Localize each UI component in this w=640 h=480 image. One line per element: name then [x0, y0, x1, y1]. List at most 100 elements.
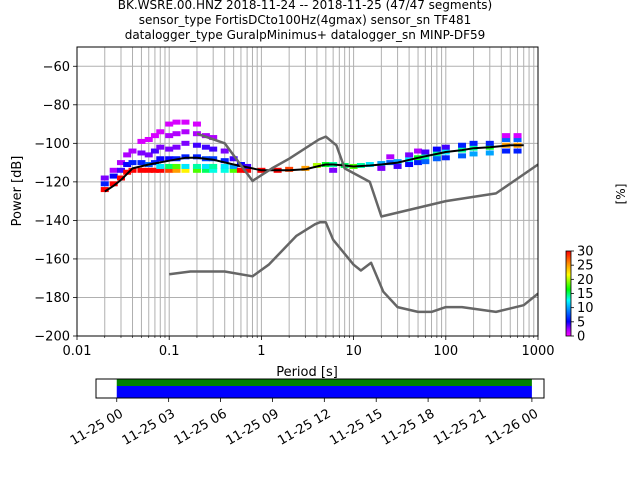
ppd-cell — [172, 131, 181, 137]
ppd-cell — [137, 167, 146, 173]
colorbar-tick-label: 5 — [577, 315, 585, 330]
ppd-cell — [469, 151, 478, 157]
ppd-cell — [421, 149, 430, 155]
ppd-cell — [209, 167, 218, 173]
ppd-cell — [192, 167, 201, 173]
ppd-cell — [109, 173, 118, 179]
ppd-cell — [469, 140, 478, 146]
colorbar-tick-label: 30 — [577, 245, 594, 260]
x-tick-label: 10 — [345, 344, 362, 359]
ppd-cell — [150, 133, 159, 139]
y-tick-label: −200 — [34, 330, 70, 345]
ppd-cell — [441, 155, 450, 161]
ppd-cell — [137, 150, 146, 156]
ppd-cell — [243, 167, 252, 173]
x-axis: 0.01 0.1 1 10 100 1000 — [63, 336, 555, 359]
ppd-cell — [329, 167, 338, 173]
ppd-cell — [137, 160, 146, 166]
chart-title-line-1: BK.WSRE.00.HNZ 2018-11-24 -- 2018-11-25 … — [117, 0, 493, 12]
ppd-cell — [150, 148, 159, 154]
chart-title-line-3: datalogger_type GuralpMinimus+ datalogge… — [124, 28, 486, 42]
ppd-cell — [181, 163, 190, 169]
ppd-cell — [502, 136, 511, 142]
ppd-cell — [116, 175, 125, 181]
coverage-bar-data — [116, 386, 532, 398]
series-line-nlnm — [169, 221, 538, 314]
colorbar-tick-label: 15 — [577, 287, 594, 302]
ppd-cell — [172, 144, 181, 150]
ppd-cell — [100, 187, 109, 193]
ppd-cell — [172, 163, 181, 169]
coverage-tick-label: 11-25 00 — [68, 406, 126, 448]
ppd-cell — [100, 181, 109, 187]
ppd-cell — [181, 119, 190, 125]
ppd-cell — [116, 160, 125, 166]
ppd-cell — [128, 148, 137, 154]
ppd-cell — [165, 163, 174, 169]
y-tick-label: −120 — [34, 175, 70, 190]
ppd-cell — [209, 146, 218, 152]
grid-lines — [76, 47, 538, 337]
ppd-cell — [513, 136, 522, 142]
ppd-cell — [172, 119, 181, 125]
ppd-cell — [220, 158, 229, 164]
y-tick-label: −180 — [34, 291, 70, 306]
ppd-cell — [192, 121, 201, 127]
ppd-cell — [405, 152, 414, 158]
series-line-nhnm — [196, 132, 538, 218]
colorbar-tick-label: 0 — [577, 330, 585, 345]
ppd-cell — [165, 121, 174, 127]
ppd-cell — [150, 167, 159, 173]
x-tick-label: 100 — [433, 344, 458, 359]
ppd-cell — [414, 148, 423, 154]
ppd-cell — [229, 156, 238, 162]
ppd-cell — [123, 152, 132, 158]
coverage-tick-label: 11-25 03 — [120, 406, 178, 448]
ppd-cell — [220, 148, 229, 154]
ppd-cell — [458, 142, 467, 148]
coverage-tick-label: 11-25 18 — [379, 406, 437, 448]
ppd-cell — [201, 163, 210, 169]
ppd-cell — [192, 142, 201, 148]
ppd-cell — [144, 136, 153, 142]
ppd-cell — [156, 156, 165, 162]
ppd-cell — [116, 167, 125, 173]
ppd-cell — [128, 160, 137, 166]
coverage-tick-label: 11-26 00 — [483, 406, 541, 448]
colorbar-tick-label: 25 — [577, 259, 594, 274]
ppd-cell — [181, 167, 190, 173]
ppd-cell — [165, 146, 174, 152]
ppd-cell — [165, 167, 174, 173]
ppd-cell — [220, 167, 229, 173]
x-tick-label: 1000 — [521, 344, 554, 359]
ppd-cell — [502, 148, 511, 154]
ppd-cell — [414, 160, 423, 166]
y-tick-label: −160 — [34, 252, 70, 267]
ppd-cell — [156, 129, 165, 135]
coverage-tick-label: 11-25 21 — [431, 406, 489, 448]
ppd-cell — [144, 152, 153, 158]
ppd-cell — [156, 163, 165, 169]
coverage-tick-label: 11-25 15 — [327, 406, 385, 448]
coverage-frame — [95, 378, 545, 399]
ppd-cell — [192, 163, 201, 169]
ppd-cell — [513, 133, 522, 139]
ppd-cell — [137, 138, 146, 144]
coverage-tick-label: 11-25 09 — [224, 406, 282, 448]
ppd-cell — [201, 144, 210, 150]
ppd-cell — [229, 163, 238, 169]
ppd-cell — [502, 133, 511, 139]
y-tick-label: −100 — [34, 137, 70, 152]
ppd-cell — [156, 167, 165, 173]
ppd-cell — [209, 135, 218, 141]
ppd-cell — [485, 140, 494, 146]
ppd-cell — [386, 154, 395, 160]
coverage-tick-label: 11-25 06 — [172, 406, 230, 448]
ppd-cell — [123, 162, 132, 168]
ppd-cell — [201, 167, 210, 173]
ppd-cell — [513, 148, 522, 154]
ppd-cell — [156, 144, 165, 150]
